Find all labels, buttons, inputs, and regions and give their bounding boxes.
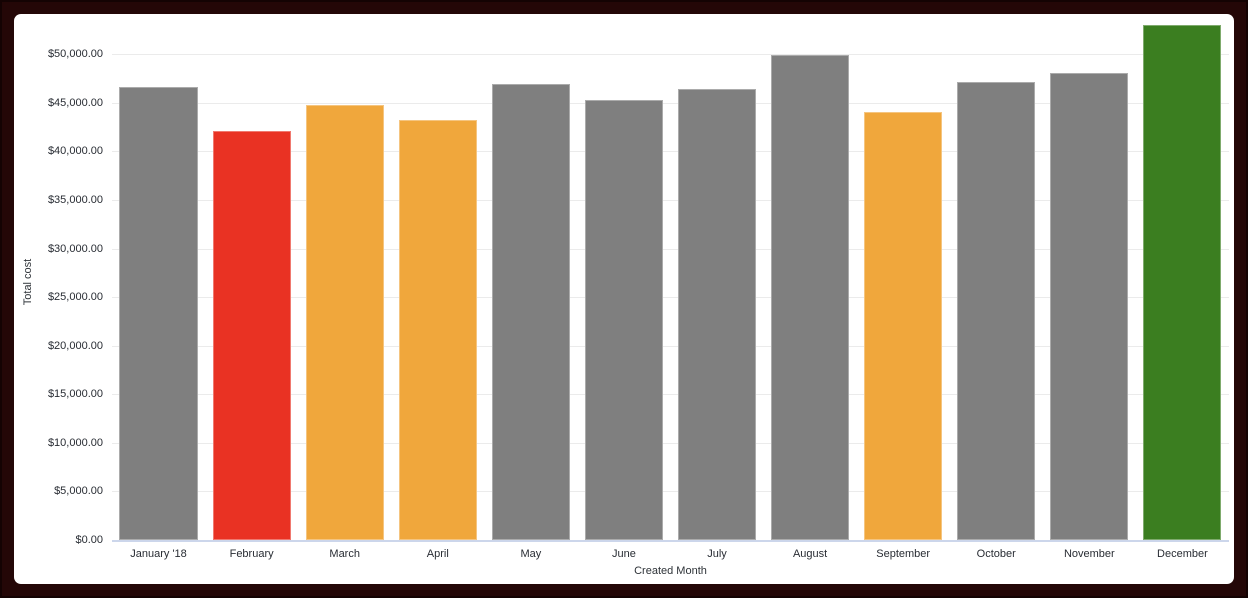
bar-slot: [484, 25, 577, 540]
bar-slot: [391, 25, 484, 540]
bar-december[interactable]: [1143, 25, 1222, 540]
x-tick-label: June: [612, 548, 636, 560]
chart-panel: Total cost $0.00 $5,000.00 $10,000.00 $15,0…: [14, 14, 1234, 584]
gridline: [112, 345, 1229, 347]
bar-june[interactable]: [584, 99, 664, 540]
y-tick-label: $10,000.00: [47, 436, 103, 449]
bar-october[interactable]: [957, 82, 1036, 540]
bar-series: [112, 25, 1229, 540]
x-axis-tick-labels: January '18 February March April May June July…: [112, 547, 1229, 561]
bar-february[interactable]: [212, 130, 291, 540]
x-axis-title: Created Month: [634, 565, 707, 577]
x-tick-label: August: [792, 548, 828, 560]
bar-slot: [1136, 25, 1229, 540]
x-axis-line: [112, 540, 1229, 542]
x-tick-label: May: [520, 548, 542, 560]
gridline: [112, 394, 1229, 396]
x-tick-label: November: [1063, 548, 1115, 560]
y-tick-label: $0.00: [75, 534, 103, 546]
gridline: [112, 102, 1229, 104]
bar-slot: [577, 25, 670, 540]
plot-area: [112, 25, 1229, 542]
bar-july[interactable]: [677, 89, 757, 540]
x-tick-label: January '18: [130, 548, 187, 560]
gridline: [112, 297, 1229, 299]
bar-november[interactable]: [1050, 72, 1129, 540]
y-tick-label: $15,000.00: [47, 388, 103, 401]
gridline: [112, 199, 1229, 201]
bar-slot: [298, 25, 391, 540]
x-tick-label: February: [229, 548, 274, 560]
y-tick-label: $30,000.00: [47, 242, 103, 255]
gridline: [112, 491, 1229, 493]
bar-slot: [950, 25, 1043, 540]
bar-january-18[interactable]: [119, 87, 198, 540]
gridline: [112, 248, 1229, 250]
bar-slot: [1043, 25, 1136, 540]
x-tick-label: July: [707, 548, 727, 560]
y-tick-label: $50,000.00: [47, 48, 103, 61]
bar-slot: [670, 25, 763, 540]
bar-september[interactable]: [864, 111, 943, 540]
x-tick-label: April: [426, 548, 449, 560]
y-tick-label: $35,000.00: [47, 193, 103, 206]
x-tick-label: October: [976, 548, 1016, 560]
bar-april[interactable]: [398, 120, 477, 540]
gridline: [112, 442, 1229, 444]
gridline: [112, 54, 1229, 56]
gridline: [112, 151, 1229, 153]
bar-march[interactable]: [305, 104, 384, 540]
y-tick-label: $20,000.00: [47, 339, 103, 352]
bar-august[interactable]: [771, 55, 850, 540]
bar-slot: [764, 25, 857, 540]
x-tick-label: December: [1157, 548, 1208, 560]
y-tick-label: $45,000.00: [47, 96, 103, 109]
x-tick-label: March: [329, 548, 360, 560]
y-tick-label: $5,000.00: [54, 485, 103, 498]
bar-may[interactable]: [491, 84, 570, 540]
bar-slot: [205, 25, 298, 540]
y-tick-label: $40,000.00: [47, 145, 103, 158]
x-tick-label: September: [876, 548, 931, 560]
bar-slot: [112, 25, 205, 540]
bar-slot: [857, 25, 950, 540]
y-tick-label: $25,000.00: [47, 291, 103, 304]
